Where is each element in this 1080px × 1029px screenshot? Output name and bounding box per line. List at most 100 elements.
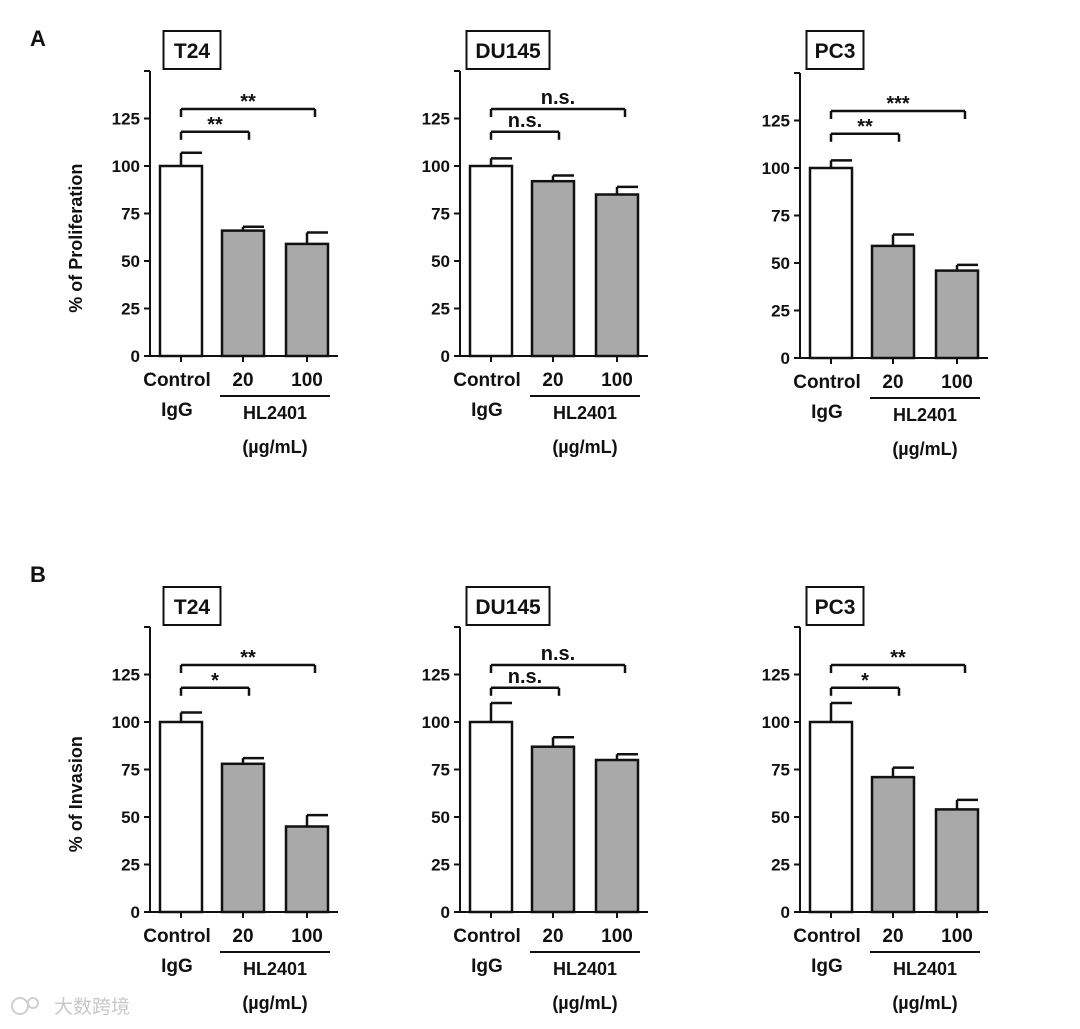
- group-label: HL2401: [893, 959, 957, 979]
- group-label: HL2401: [243, 403, 307, 423]
- bar-100: [594, 758, 640, 914]
- chart-title-frame: [465, 30, 551, 70]
- y-tick-label: 75: [771, 761, 790, 780]
- y-axis-label: % of Proliferation: [66, 164, 86, 313]
- chart-title: T24: [174, 40, 211, 63]
- y-tick-label: 25: [121, 856, 140, 875]
- bar-20: [530, 745, 576, 914]
- significance-label: **: [207, 114, 223, 136]
- y-tick-label: 125: [762, 666, 790, 685]
- x-tick-label: 20: [882, 372, 903, 393]
- bar-100: [284, 825, 330, 914]
- x-tick-sublabel: IgG: [811, 402, 843, 423]
- chart-title: PC3: [815, 40, 856, 63]
- chart-title-box: T24: [162, 586, 222, 626]
- x-tick-label: 100: [601, 370, 633, 391]
- y-tick-label: 125: [422, 666, 450, 685]
- y-tick-label: 100: [112, 713, 140, 732]
- chart-title-box: DU145: [465, 30, 551, 70]
- y-tick-label: 50: [431, 252, 450, 271]
- bar-control: [158, 164, 204, 358]
- y-tick-label: 125: [422, 110, 450, 129]
- bar-100: [284, 242, 330, 358]
- chart-b-pc3: PC3 0 25 50 75 100 125 Control IgG 20 100 HL2401 (µg…: [762, 586, 988, 1013]
- y-tick-label: 50: [771, 254, 790, 273]
- significance-label: *: [861, 670, 869, 692]
- x-tick-label: Control: [453, 370, 521, 391]
- bar-20: [220, 762, 266, 914]
- x-tick-label: 20: [542, 926, 563, 947]
- significance-label: ***: [886, 93, 910, 115]
- x-tick-sublabel: IgG: [811, 956, 843, 977]
- bar-control: [808, 720, 854, 914]
- group-unit: (µg/mL): [552, 437, 617, 457]
- chart-title-frame: [465, 586, 551, 626]
- significance-label: *: [211, 670, 219, 692]
- chart-b-du145: DU145 0 25 50 75 100 125 Control IgG 20 100 HL2401 (…: [422, 586, 648, 1013]
- significance-label: n.s.: [541, 643, 575, 665]
- chart-a-pc3: PC3 0 25 50 75 100 125 Control IgG 20 100 HL2401 (µg…: [762, 30, 988, 459]
- chart-a-du145: DU145 0 25 50 75 100 125 Control IgG 20 100 HL2401 (…: [422, 30, 648, 457]
- bar-control: [468, 720, 514, 914]
- significance-label: **: [240, 647, 256, 669]
- chart-title: DU145: [475, 40, 541, 63]
- y-tick-label: 50: [121, 252, 140, 271]
- x-tick-label: Control: [793, 926, 861, 947]
- bar-control: [158, 720, 204, 914]
- chart-title-box: PC3: [805, 30, 865, 70]
- group-label: HL2401: [553, 403, 617, 423]
- y-tick-label: 125: [112, 666, 140, 685]
- bar-20: [220, 229, 266, 358]
- significance-label: **: [857, 116, 873, 138]
- x-tick-label: 100: [941, 372, 973, 393]
- watermark-logo-icon: [11, 997, 29, 1015]
- x-tick-label: 20: [882, 926, 903, 947]
- x-tick-label: 20: [542, 370, 563, 391]
- group-unit: (µg/mL): [552, 993, 617, 1013]
- group-unit: (µg/mL): [242, 437, 307, 457]
- bar-100: [594, 193, 640, 358]
- y-tick-label: 25: [771, 856, 790, 875]
- chart-title-box: T24: [162, 30, 222, 70]
- panel-label-b: B: [30, 562, 46, 587]
- x-tick-sublabel: IgG: [471, 400, 503, 421]
- group-label: HL2401: [893, 405, 957, 425]
- y-tick-label: 0: [781, 903, 790, 922]
- significance-label: **: [240, 91, 256, 113]
- group-label: HL2401: [243, 959, 307, 979]
- chart-title: PC3: [815, 596, 856, 619]
- x-tick-label: 20: [232, 370, 253, 391]
- y-tick-label: 100: [422, 157, 450, 176]
- x-tick-sublabel: IgG: [161, 956, 193, 977]
- y-tick-label: 100: [762, 159, 790, 178]
- chart-title-box: DU145: [465, 586, 551, 626]
- group-unit: (µg/mL): [242, 993, 307, 1013]
- x-tick-label: Control: [143, 926, 211, 947]
- y-tick-label: 125: [112, 110, 140, 129]
- chart-title-frame: [805, 586, 865, 626]
- chart-title-frame: [805, 30, 865, 70]
- x-tick-label: Control: [143, 370, 211, 391]
- y-tick-label: 50: [121, 808, 140, 827]
- chart-title: DU145: [475, 596, 541, 619]
- y-tick-label: 75: [431, 761, 450, 780]
- y-tick-label: 75: [771, 207, 790, 226]
- y-tick-label: 100: [422, 713, 450, 732]
- y-tick-label: 125: [762, 112, 790, 131]
- chart-title-box: PC3: [805, 586, 865, 626]
- y-tick-label: 75: [121, 761, 140, 780]
- significance-label: n.s.: [508, 666, 542, 688]
- y-tick-label: 25: [431, 856, 450, 875]
- x-tick-label: 100: [291, 370, 323, 391]
- y-tick-label: 25: [121, 300, 140, 319]
- group-unit: (µg/mL): [892, 439, 957, 459]
- chart-title-frame: [162, 586, 222, 626]
- watermark-text: 大数跨境: [54, 996, 130, 1018]
- bar-100: [934, 808, 980, 914]
- bar-20: [530, 179, 576, 358]
- x-tick-sublabel: IgG: [161, 400, 193, 421]
- significance-label: n.s.: [508, 110, 542, 132]
- bar-20: [870, 244, 916, 360]
- y-axis-label: % of Invasion: [66, 736, 86, 852]
